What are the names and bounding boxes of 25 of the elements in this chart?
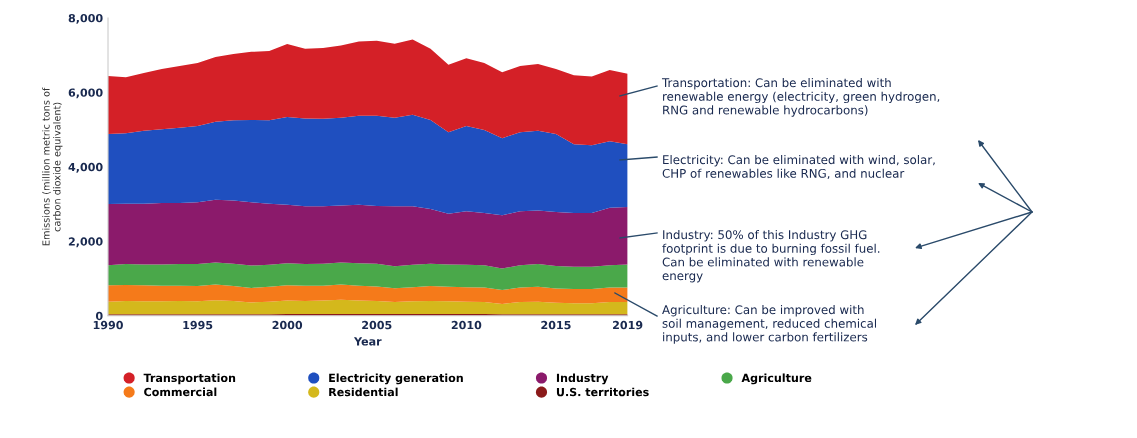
text: Electricity: Can be eliminated with wind, solar, CHP of renewables like RNG, and nuclear xyxy=(662,155,935,180)
y-tick-label: 6,000 xyxy=(68,88,103,99)
x-tick-label: 2010 xyxy=(451,320,482,330)
y-tick-label: 4,000 xyxy=(68,162,103,173)
legend-label: Industry xyxy=(556,373,609,385)
legend-label: Agriculture xyxy=(741,373,812,385)
legend-label: Electricity generation xyxy=(329,373,463,385)
x-tick-label: 2000 xyxy=(272,320,303,330)
y-tick-label: 2,000 xyxy=(68,237,103,248)
text: Transportation: Can be eliminated with renewable energy (electricity, green hydrogen, RNG and renewable hydrocarbons) xyxy=(661,78,940,117)
x-axis-title: Year xyxy=(353,337,382,346)
text: Agriculture: Can be improved with soil management, reduced chemical inputs, and lower carbon fertilizers xyxy=(662,305,877,344)
x-tick-label: 1995 xyxy=(183,320,213,330)
y-tick-label: 0 xyxy=(95,311,103,321)
y-tick-label: 8,000 xyxy=(68,13,103,24)
legend-label: Commercial xyxy=(144,387,217,397)
x-tick-label: 2019 xyxy=(613,320,643,330)
y-axis-title: Emissions (million metric tons of carbon dioxide equivalent) xyxy=(42,87,63,246)
x-tick-label: 2005 xyxy=(362,320,392,330)
legend-label: Transportation xyxy=(143,373,236,385)
x-tick-label: 1990 xyxy=(93,320,123,330)
text: Industry: 50% of this Industry GHG footprint is due to burning fossil fuel. Can be eliminated with renewable energy xyxy=(662,230,880,283)
x-tick-label: 2015 xyxy=(541,320,571,330)
legend-label: U.S. territories xyxy=(556,387,649,397)
legend-label: Residential xyxy=(329,387,398,397)
